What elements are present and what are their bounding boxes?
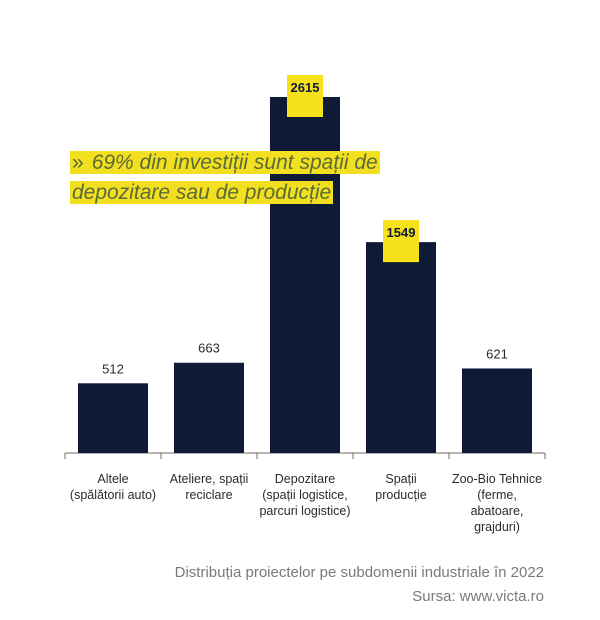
category-label-line: parcuri logistice) (259, 504, 350, 518)
callout-line-2: depozitare sau de producție (70, 181, 334, 204)
callout-text-1: 69% din investiții sunt spații de (91, 151, 378, 174)
category-label-line: (ferme, (477, 488, 517, 502)
category-label-line: Depozitare (275, 472, 335, 486)
value-label: 621 (486, 346, 508, 361)
value-label-highlight (287, 75, 323, 117)
value-label: 512 (102, 361, 124, 376)
caption-source: Sursa: www.victa.ro (412, 588, 544, 605)
category-label-line: Altele (97, 472, 128, 486)
category-label: Altele (spălătorii auto) (70, 472, 156, 502)
category-label: Zoo-Bio Tehnice (ferme, abatoare, grajduri) (452, 472, 542, 534)
value-label: 2615 (291, 80, 320, 95)
chart-caption: Distribuția proiectelor pe subdomenii in… (175, 561, 544, 609)
category-label-line: Ateliere, spații (170, 472, 249, 486)
category-label-line: (spații logistice, (262, 488, 347, 502)
category-label-line: producție (375, 488, 426, 502)
bar (78, 383, 148, 453)
callout-line-1: » 69% din investiții sunt spații de (70, 151, 380, 174)
category-label-line: abatoare, (471, 504, 524, 518)
highlight-callout: » 69% din investiții sunt spații de depoz… (70, 148, 390, 208)
category-label-line: reciclare (185, 488, 232, 502)
category-label-line: Spații (385, 472, 416, 486)
category-label: Spații producție (375, 472, 426, 502)
callout-marker: » (72, 151, 84, 174)
value-label: 663 (198, 341, 220, 356)
category-label-line: grajduri) (474, 520, 520, 534)
value-label-highlight (383, 220, 419, 263)
bar (366, 242, 436, 453)
bar (174, 362, 244, 453)
category-label: Ateliere, spații reciclare (170, 472, 249, 502)
category-label-line: (spălătorii auto) (70, 488, 156, 502)
caption-title: Distribuția proiectelor pe subdomenii in… (174, 564, 544, 581)
category-label: Depozitare (spații logistice, parcuri logi… (259, 472, 350, 518)
bar (462, 368, 532, 453)
category-label-line: Zoo-Bio Tehnice (452, 472, 542, 486)
value-label: 1549 (387, 225, 416, 240)
